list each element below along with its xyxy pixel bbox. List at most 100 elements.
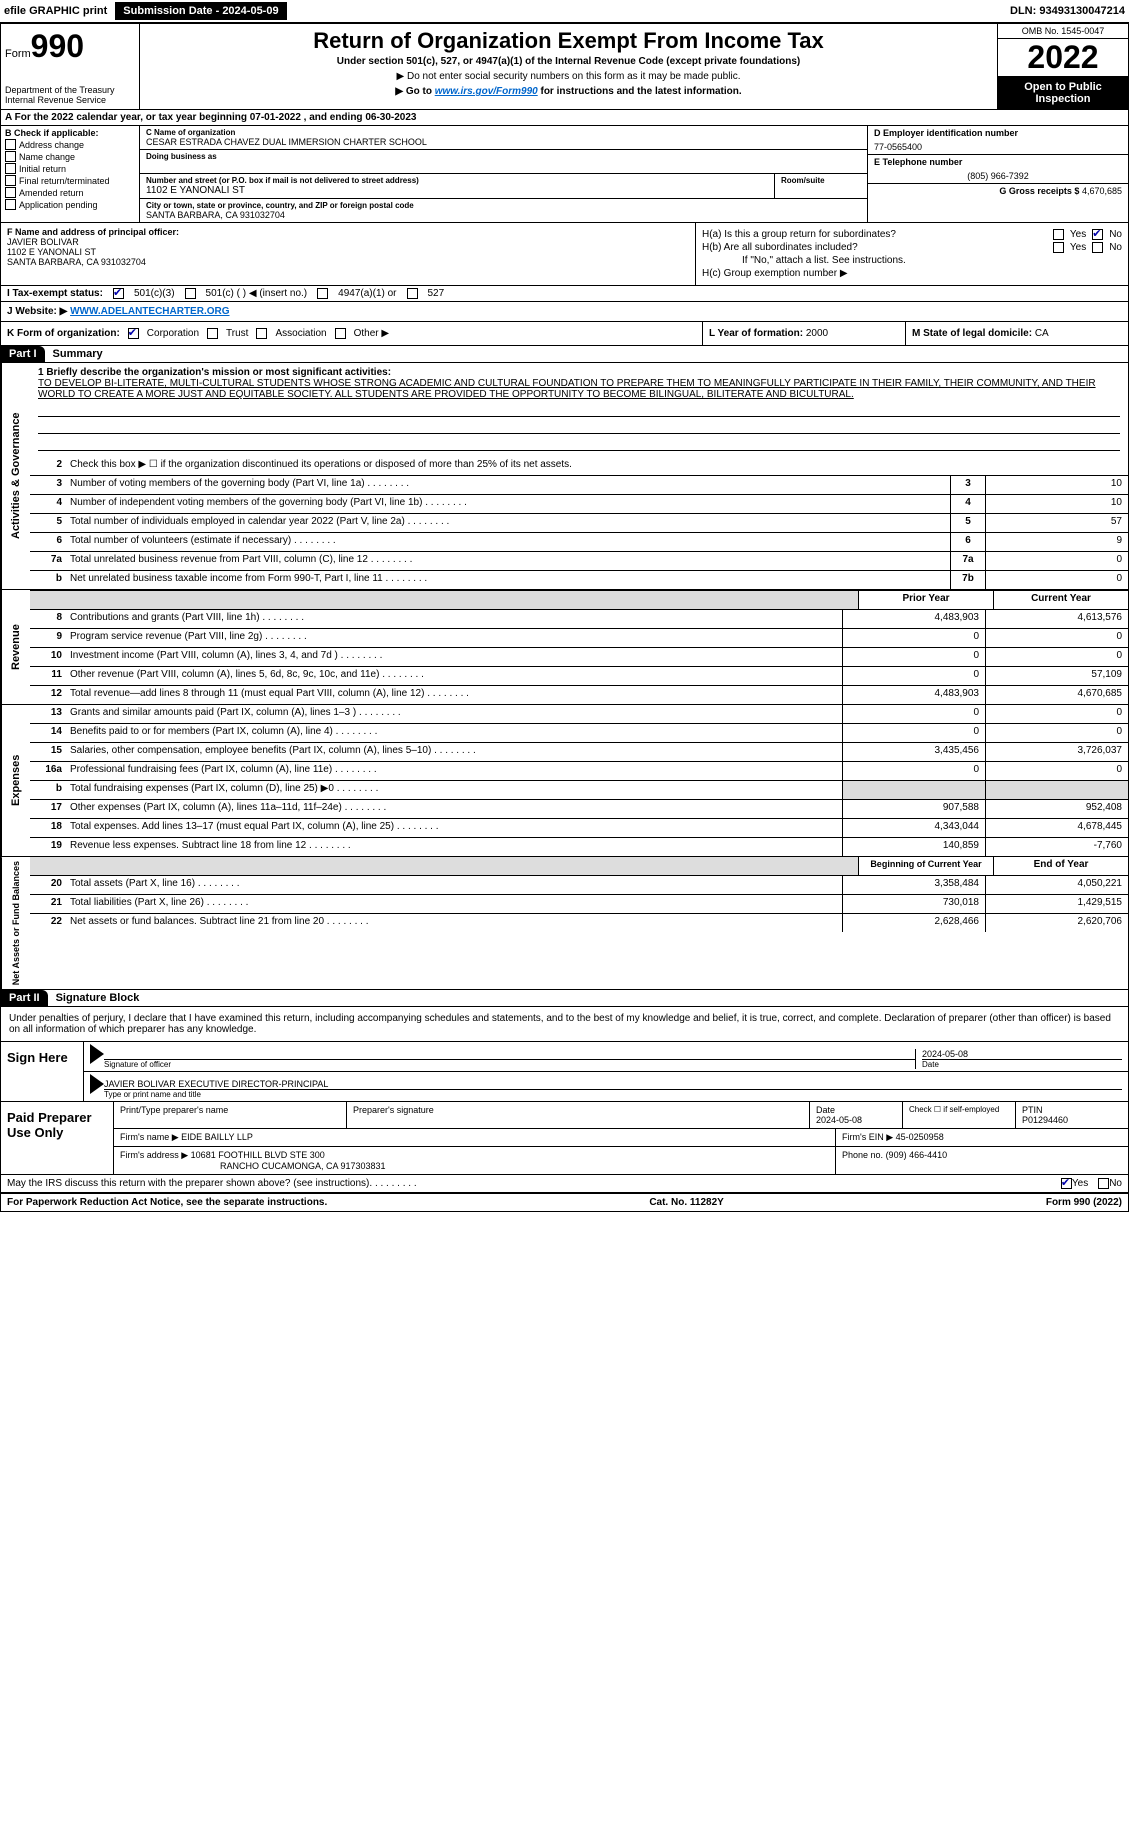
summary-line: 9 Program service revenue (Part VIII, li…	[30, 629, 1128, 648]
mission-block: 1 Briefly describe the organization's mi…	[30, 363, 1128, 457]
box-de: D Employer identification number 77-0565…	[867, 126, 1128, 222]
form-org-label: K Form of organization:	[7, 328, 120, 339]
form-note1: ▶ Do not enter social security numbers o…	[148, 71, 989, 82]
firm-addr1: 10681 FOOTHILL BLVD STE 300	[191, 1150, 325, 1160]
chk-ha-yes[interactable]	[1053, 229, 1064, 240]
chk-initial-return[interactable]	[5, 163, 16, 174]
col-current-year: Current Year	[993, 591, 1128, 609]
sign-here-block: Sign Here Signature of officer 2024-05-0…	[1, 1042, 1128, 1102]
firm-addr2: RANCHO CUCAMONGA, CA 917303831	[120, 1161, 829, 1171]
prep-date-label: Date	[816, 1105, 896, 1115]
chk-amended-return[interactable]	[5, 187, 16, 198]
city-state-zip: SANTA BARBARA, CA 931032704	[146, 210, 861, 220]
summary-line: 21 Total liabilities (Part X, line 26) 7…	[30, 895, 1128, 914]
hb-label: H(b) Are all subordinates included?	[702, 242, 858, 253]
summary-line: 12 Total revenue—add lines 8 through 11 …	[30, 686, 1128, 704]
chk-discuss-yes[interactable]	[1061, 1178, 1072, 1189]
form-subtitle: Under section 501(c), 527, or 4947(a)(1)…	[148, 56, 989, 67]
revenue-section: Revenue Prior Year Current Year 8 Contri…	[1, 590, 1128, 705]
col-begin-year: Beginning of Current Year	[858, 857, 993, 875]
preparer-block: Paid Preparer Use Only Print/Type prepar…	[1, 1102, 1128, 1175]
prep-name-label: Print/Type preparer's name	[114, 1102, 347, 1128]
firm-phone: (909) 466-4410	[886, 1150, 948, 1160]
org-name-label: C Name of organization	[146, 128, 861, 137]
box-c: C Name of organization CESAR ESTRADA CHA…	[140, 126, 867, 222]
header-left: Form 990 Department of the Treasury Inte…	[1, 24, 140, 109]
chk-discuss-no[interactable]	[1098, 1178, 1109, 1189]
summary-line: 16a Professional fundraising fees (Part …	[30, 762, 1128, 781]
website-link[interactable]: WWW.ADELANTECHARTER.ORG	[70, 306, 229, 317]
part2-title: Signature Block	[48, 990, 148, 1006]
side-label-expenses: Expenses	[1, 705, 30, 856]
firm-addr-label: Firm's address ▶	[120, 1150, 188, 1160]
summary-line: 4 Number of independent voting members o…	[30, 495, 1128, 514]
dln-label: DLN: 93493130047214	[1010, 5, 1125, 17]
officer-printed-name: JAVIER BOLIVAR EXECUTIVE DIRECTOR-PRINCI…	[104, 1079, 1122, 1089]
submission-date-button[interactable]: Submission Date - 2024-05-09	[115, 2, 286, 20]
summary-line: 17 Other expenses (Part IX, column (A), …	[30, 800, 1128, 819]
summary-line: 8 Contributions and grants (Part VIII, l…	[30, 610, 1128, 629]
chk-name-change[interactable]	[5, 151, 16, 162]
ha-label: H(a) Is this a group return for subordin…	[702, 229, 896, 240]
chk-address-change[interactable]	[5, 139, 16, 150]
irs-label: Internal Revenue Service	[5, 95, 135, 105]
box-b-label: B Check if applicable:	[5, 128, 135, 138]
org-name: CESAR ESTRADA CHAVEZ DUAL IMMERSION CHAR…	[146, 137, 861, 147]
form-note2: ▶ Go to www.irs.gov/Form990 for instruct…	[148, 86, 989, 97]
sig-date-label: Date	[922, 1059, 1122, 1069]
room-label: Room/suite	[781, 176, 861, 185]
box-h: H(a) Is this a group return for subordin…	[696, 223, 1128, 285]
part2-badge: Part II	[1, 990, 48, 1006]
top-bar: efile GRAPHIC print Submission Date - 20…	[0, 0, 1129, 23]
chk-4947[interactable]	[317, 288, 328, 299]
phone-value: (805) 966-7392	[874, 171, 1122, 181]
website-label: J Website: ▶	[7, 306, 70, 317]
footer-mid: Cat. No. 11282Y	[649, 1197, 723, 1208]
chk-527[interactable]	[407, 288, 418, 299]
preparer-title: Paid Preparer Use Only	[1, 1102, 113, 1174]
chk-501c3[interactable]	[113, 288, 124, 299]
penalty-statement: Under penalties of perjury, I declare th…	[1, 1007, 1128, 1042]
ein-label: D Employer identification number	[874, 128, 1122, 138]
box-f: F Name and address of principal officer:…	[1, 223, 696, 285]
summary-line: 3 Number of voting members of the govern…	[30, 476, 1128, 495]
dept-label: Department of the Treasury	[5, 85, 135, 95]
prep-sig-label: Preparer's signature	[347, 1102, 810, 1128]
phone-label: E Telephone number	[874, 157, 1122, 167]
gross-receipts-label: G Gross receipts $	[999, 186, 1079, 196]
part1-header-row: Part I Summary	[1, 346, 1128, 363]
year-formation-label: L Year of formation:	[709, 328, 806, 339]
irs-link[interactable]: www.irs.gov/Form990	[435, 86, 538, 97]
chk-hb-yes[interactable]	[1053, 242, 1064, 253]
activities-governance-section: Activities & Governance 1 Briefly descri…	[1, 363, 1128, 590]
chk-application-pending[interactable]	[5, 199, 16, 210]
line1-label: 1 Briefly describe the organization's mi…	[38, 367, 1120, 378]
chk-hb-no[interactable]	[1092, 242, 1103, 253]
ein-value: 77-0565400	[874, 142, 1122, 152]
chk-trust[interactable]	[207, 328, 218, 339]
form-container: Form 990 Department of the Treasury Inte…	[0, 23, 1129, 1212]
chk-501c[interactable]	[185, 288, 196, 299]
discuss-text: May the IRS discuss this return with the…	[7, 1178, 369, 1189]
chk-other[interactable]	[335, 328, 346, 339]
part2-header-row: Part II Signature Block	[1, 990, 1128, 1007]
chk-corporation[interactable]	[128, 328, 139, 339]
netassets-section: Net Assets or Fund Balances Beginning of…	[1, 857, 1128, 990]
summary-line: 5 Total number of individuals employed i…	[30, 514, 1128, 533]
box-k: K Form of organization: Corporation Trus…	[1, 322, 703, 345]
chk-association[interactable]	[256, 328, 267, 339]
part1-title: Summary	[45, 346, 111, 362]
arrow-icon	[90, 1044, 104, 1069]
firm-name: EIDE BAILLY LLP	[181, 1132, 253, 1142]
summary-line: 22 Net assets or fund balances. Subtract…	[30, 914, 1128, 932]
chk-final-return[interactable]	[5, 175, 16, 186]
chk-ha-no[interactable]	[1092, 229, 1103, 240]
form-word: Form	[5, 48, 31, 60]
header-right: OMB No. 1545-0047 2022 Open to Public In…	[997, 24, 1128, 109]
year-formation-value: 2000	[806, 328, 828, 339]
officer-name: JAVIER BOLIVAR	[7, 237, 689, 247]
discuss-row: May the IRS discuss this return with the…	[1, 1175, 1128, 1194]
summary-line: 6 Total number of volunteers (estimate i…	[30, 533, 1128, 552]
summary-line: 19 Revenue less expenses. Subtract line …	[30, 838, 1128, 856]
part1-badge: Part I	[1, 346, 45, 362]
